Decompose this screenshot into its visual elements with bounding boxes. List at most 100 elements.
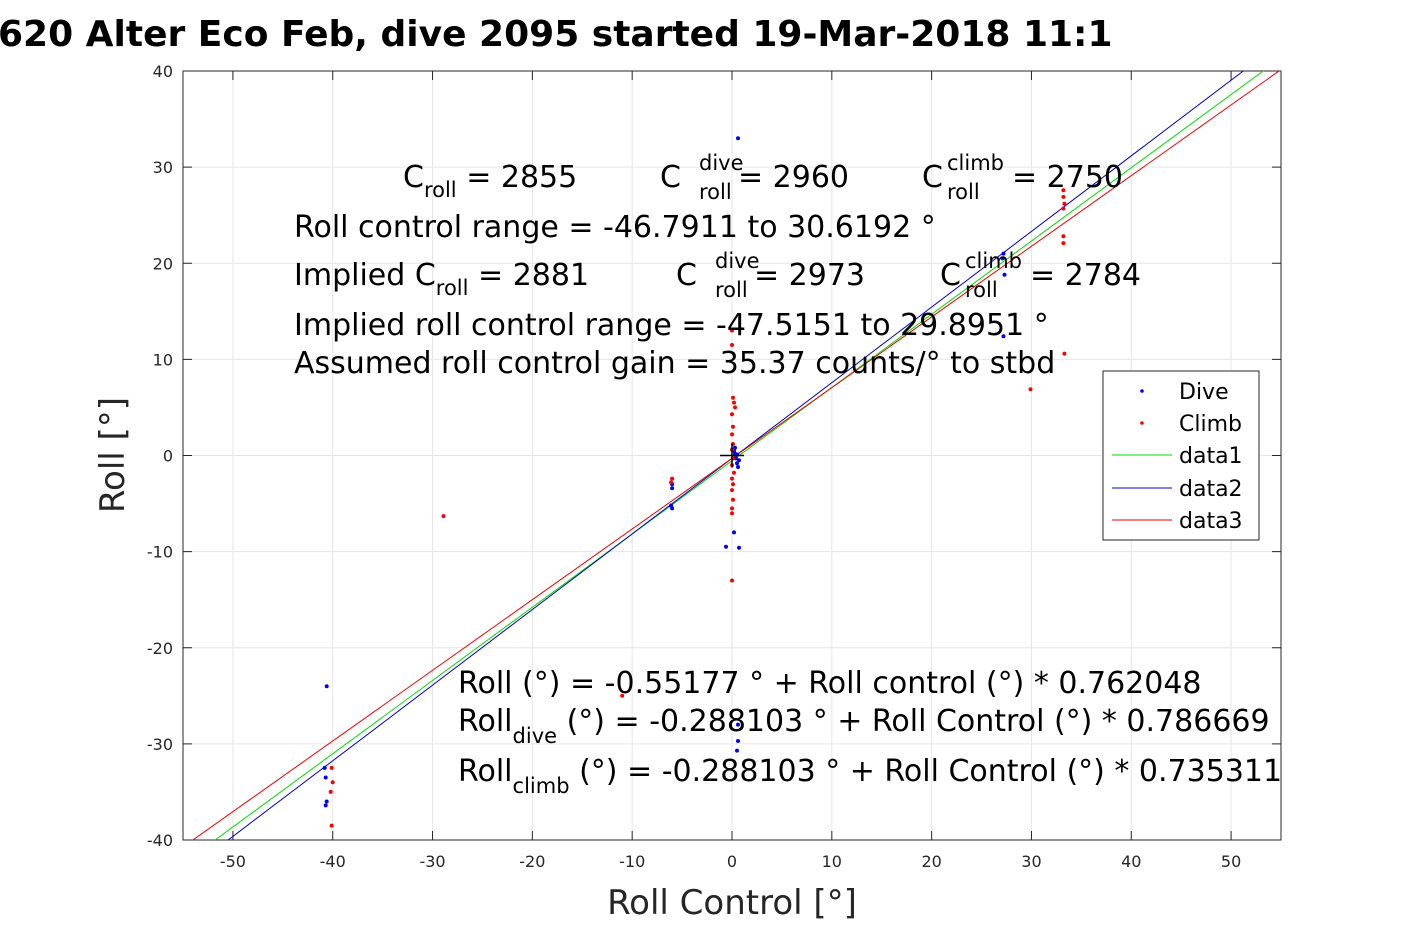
implied-c-roll-dive-text: C	[676, 258, 697, 293]
point-dive	[735, 461, 739, 466]
roll-control-range: Roll control range = -46.7911 to 30.6192…	[294, 210, 936, 245]
point-climb	[441, 514, 446, 519]
point-climb	[730, 488, 734, 493]
point-climb	[730, 432, 734, 437]
legend-data2-label: data2	[1179, 477, 1243, 502]
x-tick-label: 30	[1021, 852, 1041, 871]
point-dive	[322, 765, 327, 770]
c-roll-dive-value: = 2960	[738, 160, 849, 195]
point-climb	[730, 511, 734, 516]
y-tick-label: 30	[153, 158, 173, 177]
point-climb	[1061, 234, 1066, 239]
point-climb	[730, 343, 734, 347]
c-roll-climb-sup: climb	[947, 151, 1004, 175]
point-climb	[328, 789, 333, 794]
x-tick-label: -20	[519, 852, 545, 871]
x-tick-label: -40	[320, 852, 346, 871]
point-climb	[731, 395, 735, 400]
point-dive	[735, 748, 739, 753]
legend-climb-marker	[1140, 421, 1144, 425]
point-climb	[730, 476, 734, 481]
point-dive	[323, 803, 328, 808]
point-dive	[670, 506, 675, 511]
point-climb	[730, 328, 734, 333]
legend-dive-marker	[1140, 389, 1144, 393]
roll-climb-fit-equation: Rollclimb (°) = -0.288103 ° + Roll Contr…	[458, 754, 1282, 798]
y-axis-label: Roll [°]	[93, 397, 133, 513]
implied-c-roll-text: Implied Croll = 2881	[294, 258, 589, 300]
implied-c-roll-climb-text: C	[940, 258, 961, 293]
c-roll-climb-value: = 2750	[1012, 160, 1123, 195]
point-dive	[1001, 334, 1006, 339]
point-climb	[733, 405, 737, 410]
x-tick-label: 20	[921, 852, 941, 871]
point-climb	[620, 693, 625, 698]
c-roll-dive-text: C	[660, 160, 681, 195]
implied-c-roll-dive-value: = 2973	[754, 258, 865, 293]
point-climb	[1061, 241, 1066, 246]
point-dive	[732, 530, 736, 535]
point-dive	[736, 722, 740, 727]
y-tick-label: 40	[153, 62, 173, 81]
c-roll-dive-sub: roll	[699, 180, 732, 204]
point-climb	[1062, 201, 1067, 206]
point-climb	[731, 424, 735, 429]
point-climb	[329, 765, 334, 770]
x-tick-label: 40	[1121, 852, 1141, 871]
y-tick-label: -30	[147, 735, 173, 754]
point-dive	[737, 458, 741, 463]
point-climb	[730, 506, 734, 511]
point-climb	[730, 578, 734, 583]
point-climb	[730, 412, 734, 417]
point-dive	[324, 799, 329, 804]
y-tick-label: 0	[163, 447, 173, 466]
x-tick-label: 10	[822, 852, 842, 871]
implied-c-roll-climb-sup: climb	[965, 249, 1022, 273]
legend-dive-label: Dive	[1179, 380, 1229, 405]
legend: Dive Climb data1 data2 data3	[1102, 370, 1260, 541]
point-climb	[732, 400, 736, 405]
point-dive	[736, 465, 740, 469]
x-tick-label: -30	[419, 852, 445, 871]
data-points	[322, 136, 1067, 828]
calibration-annotation-top: Croll = 2855 C dive roll = 2960 C climb …	[294, 151, 1141, 381]
point-dive	[737, 545, 741, 550]
legend-data1-label: data1	[1179, 444, 1243, 469]
roll-fit-equation: Roll (°) = -0.55177 ° + Roll control (°)…	[458, 666, 1202, 701]
y-tick-label: -20	[147, 639, 173, 658]
implied-c-roll-dive-sub: roll	[715, 278, 748, 302]
fit-equation-annotation: Roll (°) = -0.55177 ° + Roll control (°)…	[458, 666, 1282, 798]
point-dive	[724, 544, 728, 549]
x-tick-label: -10	[619, 852, 645, 871]
legend-climb-label: Climb	[1179, 412, 1242, 437]
c-roll-dive-sup: dive	[699, 151, 744, 175]
roll-dive-fit-equation: Rolldive (°) = -0.288103 ° + Roll Contro…	[458, 704, 1270, 748]
c-roll-climb-text: C	[922, 160, 943, 195]
x-axis-label: Roll Control [°]	[607, 883, 857, 923]
legend-data3-label: data3	[1179, 509, 1243, 534]
point-dive	[1002, 272, 1007, 277]
origin-crosshair	[720, 443, 744, 468]
implied-c-roll-dive-sup: dive	[715, 249, 760, 273]
point-dive	[736, 739, 740, 743]
axis-ticks: -50 -40 -30 -20 -10 0 10 20 30 40 50 -40 -30 -20 -10 0 1…	[147, 62, 1281, 871]
point-climb	[669, 480, 674, 485]
x-tick-label: 50	[1221, 852, 1241, 871]
x-tick-label: 0	[727, 852, 737, 871]
y-tick-label: 20	[153, 254, 173, 273]
point-dive	[734, 456, 738, 461]
point-dive	[736, 136, 740, 141]
point-dive	[324, 684, 329, 689]
point-climb	[329, 823, 334, 828]
point-dive	[733, 445, 737, 450]
point-dive	[670, 486, 675, 491]
point-dive	[1001, 251, 1006, 256]
implied-roll-control-range: Implied roll control range = -47.5151 to…	[294, 308, 1049, 343]
c-roll-climb-sub: roll	[947, 180, 980, 204]
point-climb	[670, 476, 675, 481]
point-climb	[1061, 206, 1066, 211]
point-climb	[732, 470, 736, 475]
point-dive	[1000, 256, 1005, 261]
point-dive	[323, 775, 328, 780]
point-climb	[1061, 194, 1066, 199]
